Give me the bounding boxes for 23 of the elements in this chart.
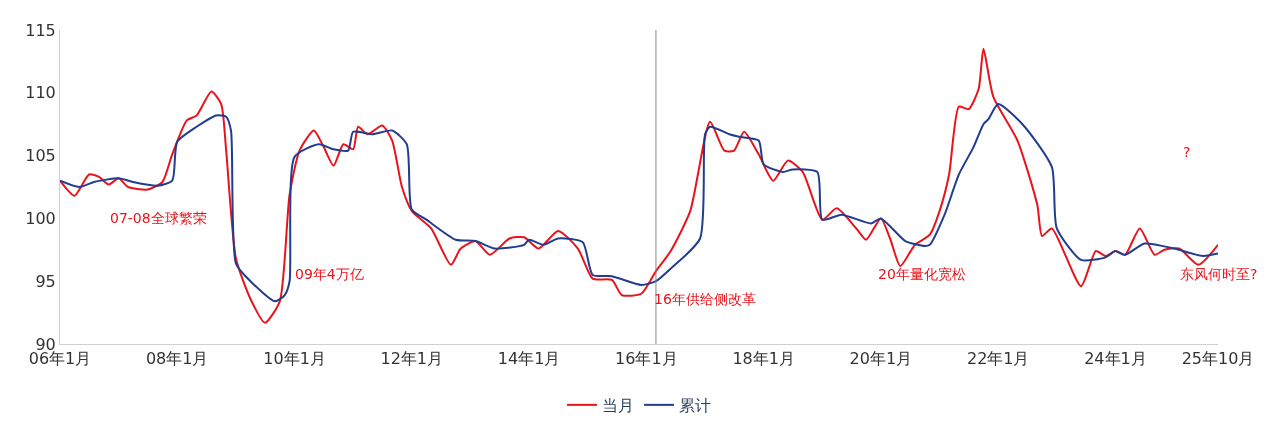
- annotation: 16年供给侧改革: [654, 291, 756, 307]
- annotation: ?: [1183, 144, 1191, 160]
- x-tick-label: 16年1月: [615, 349, 678, 369]
- legend-label: 累计: [679, 396, 711, 416]
- y-tick-label: 95: [35, 271, 56, 291]
- x-tick-label: 18年1月: [732, 349, 795, 369]
- y-tick-label: 100: [25, 209, 56, 228]
- x-tick-label: 24年1月: [1084, 349, 1147, 369]
- annotation: 20年量化宽松: [878, 266, 966, 282]
- x-tick-label: 20年1月: [849, 349, 913, 369]
- annotation: 东风何时至?: [1180, 266, 1258, 282]
- y-tick-label: 110: [25, 83, 56, 103]
- x-tick-label: 08年1月: [145, 349, 209, 369]
- y-tick-label: 105: [25, 146, 56, 166]
- x-tick-label: 22年1月: [966, 349, 1030, 369]
- annotation: 09年4万亿: [295, 266, 364, 282]
- legend-label: 当月: [602, 396, 634, 416]
- x-tick-label: 14年1月: [497, 349, 561, 369]
- annotation: 07-08全球繁荣: [110, 210, 207, 226]
- x-tick-label: 25年10月: [1181, 349, 1255, 369]
- y-tick-label: 115: [25, 20, 56, 40]
- x-tick-label: 10年1月: [263, 349, 326, 369]
- x-tick-label: 12年1月: [380, 349, 444, 369]
